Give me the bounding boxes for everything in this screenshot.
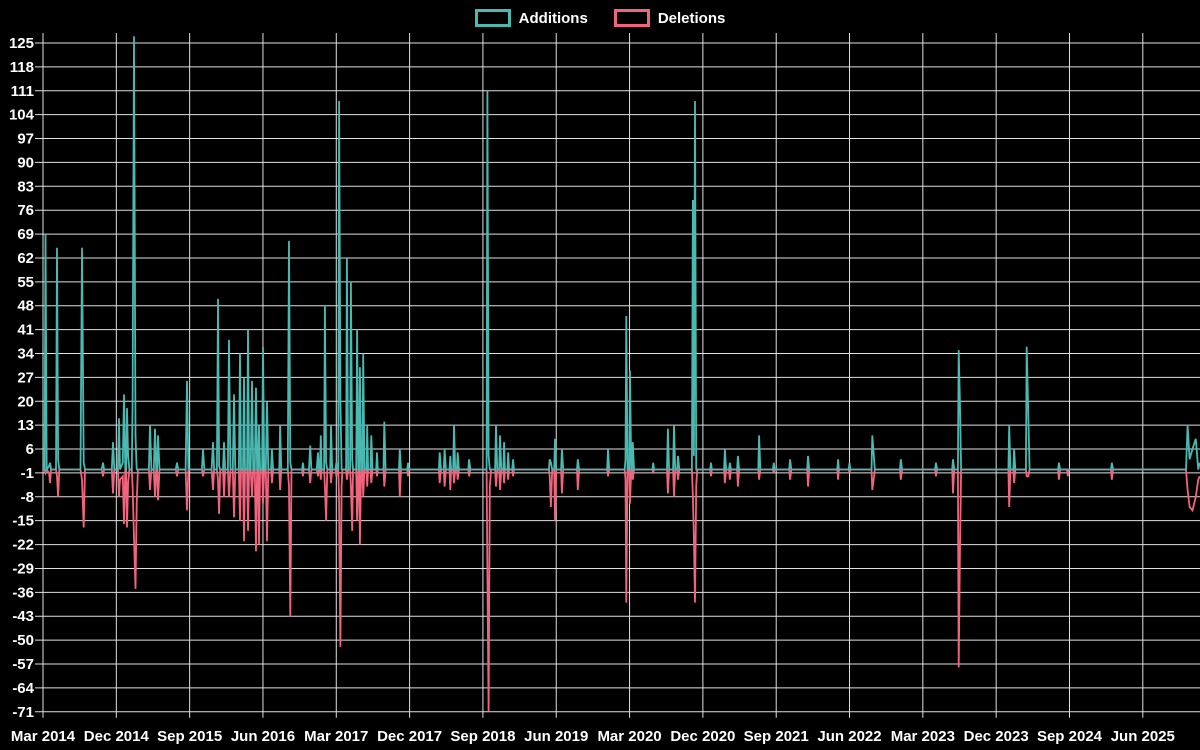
deletions-legend-label: Deletions xyxy=(657,9,726,27)
y-tick-label: -15 xyxy=(12,513,34,530)
y-tick-label: 48 xyxy=(17,298,34,315)
additions-line xyxy=(43,36,1200,473)
y-tick-label: 62 xyxy=(17,250,34,267)
y-tick-label: 69 xyxy=(17,226,34,243)
series-lines xyxy=(43,36,1200,712)
x-tick-label: Mar 2014 xyxy=(11,728,76,745)
x-tick-label: Sep 2024 xyxy=(1037,728,1103,745)
x-tick-label: Dec 2023 xyxy=(964,728,1029,745)
y-tick-label: 125 xyxy=(9,35,34,52)
y-tick-label: 13 xyxy=(17,417,34,434)
legend-item-deletions[interactable]: Deletions xyxy=(613,9,726,27)
deletions-line xyxy=(43,467,1200,712)
y-tick-label: 41 xyxy=(17,322,34,339)
y-tick-label: 97 xyxy=(17,131,34,148)
legend: Additions Deletions xyxy=(0,7,1200,29)
y-tick-label: 118 xyxy=(10,59,34,76)
x-tick-label: Mar 2020 xyxy=(597,728,661,745)
x-tick-label: Mar 2023 xyxy=(891,728,955,745)
x-tick-label: Dec 2014 xyxy=(84,728,150,745)
x-axis-labels: Mar 2014 Dec 2014 Sep 2015 Jun 2016 Mar 2017… xyxy=(11,728,1175,745)
y-tick-label: -22 xyxy=(12,537,34,554)
x-tick-label: Sep 2021 xyxy=(744,728,809,745)
x-tick-label: Sep 2015 xyxy=(157,728,222,745)
y-tick-label: -64 xyxy=(12,680,34,697)
x-tick-label: Jun 2025 xyxy=(1111,728,1175,745)
legend-item-additions[interactable]: Additions xyxy=(474,9,588,27)
y-tick-label: -71 xyxy=(12,704,34,721)
y-tick-label: 55 xyxy=(17,274,34,291)
y-tick-label: -50 xyxy=(12,632,34,649)
y-tick-label: 83 xyxy=(17,178,34,195)
y-tick-label: -36 xyxy=(12,584,34,601)
y-tick-label: 76 xyxy=(17,202,34,219)
y-tick-label: -43 xyxy=(12,608,34,625)
y-tick-label: -8 xyxy=(21,489,34,506)
y-tick-label: -29 xyxy=(12,560,34,577)
y-tick-label: 111 xyxy=(11,83,34,100)
x-tick-label: Jun 2022 xyxy=(817,728,881,745)
x-tick-label: Dec 2017 xyxy=(377,728,442,745)
y-axis-labels: 125 118 111 104 97 90 83 76 69 62 55 48 41 34 27 20 13 6 -… xyxy=(9,35,35,721)
deletions-swatch-icon xyxy=(613,9,650,27)
gridlines xyxy=(35,33,1200,718)
x-tick-label: Jun 2016 xyxy=(231,728,295,745)
y-tick-label: 90 xyxy=(17,154,34,171)
x-tick-label: Sep 2018 xyxy=(450,728,515,745)
y-tick-label: 27 xyxy=(17,369,34,386)
y-tick-label: 104 xyxy=(9,107,35,124)
x-tick-label: Dec 2020 xyxy=(670,728,735,745)
additions-legend-label: Additions xyxy=(518,9,588,27)
x-tick-label: Mar 2017 xyxy=(304,728,368,745)
y-tick-label: -57 xyxy=(12,656,34,673)
y-tick-label: 6 xyxy=(26,441,34,458)
additions-swatch-icon xyxy=(474,9,511,27)
y-tick-label: -1 xyxy=(21,465,34,482)
y-tick-label: 34 xyxy=(17,345,34,362)
y-tick-label: 20 xyxy=(17,393,34,410)
x-tick-label: Jun 2019 xyxy=(524,728,588,745)
